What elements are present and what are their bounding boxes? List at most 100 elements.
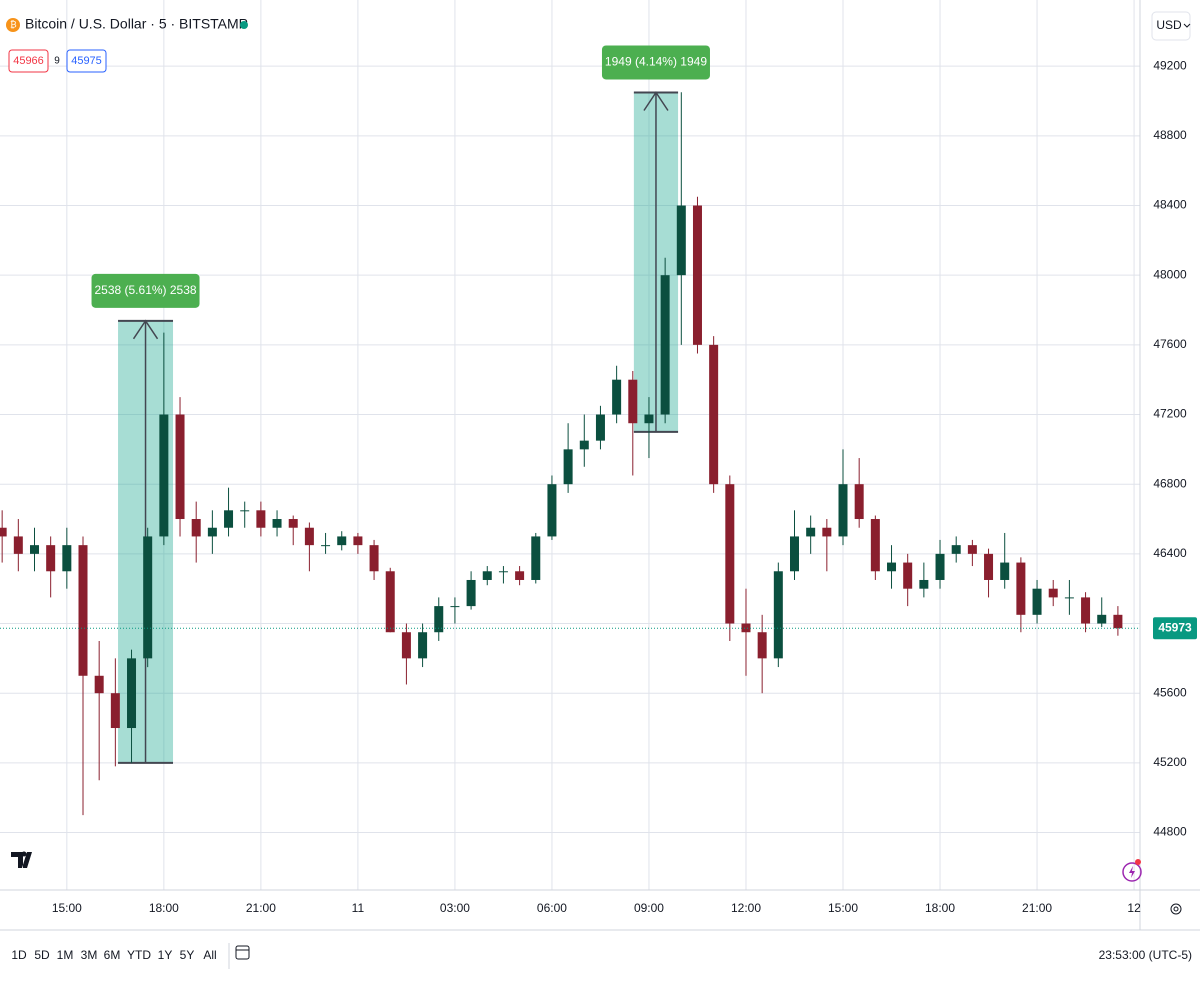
range-button[interactable]: All	[203, 948, 216, 962]
range-label-box	[91, 273, 200, 308]
candle-body	[547, 484, 557, 537]
y-tick-label: 46800	[1153, 476, 1187, 490]
x-tick-label: 03:00	[440, 901, 470, 915]
y-tick-label: 48000	[1153, 267, 1187, 281]
x-tick-label: 18:00	[149, 901, 179, 915]
range-label-box	[601, 45, 710, 80]
candle-body	[1097, 614, 1107, 624]
candle-body	[773, 571, 783, 659]
clock: 23:53:00 (UTC-5)	[1099, 948, 1192, 962]
candle-body	[1000, 562, 1010, 580]
candle-body	[0, 527, 7, 537]
candle-body	[935, 553, 945, 580]
candle-body	[369, 545, 379, 572]
settings-center	[1173, 906, 1179, 912]
candle-body	[434, 606, 444, 633]
y-tick-label: 44800	[1153, 825, 1187, 839]
candle-body	[757, 632, 767, 659]
bid: 45966	[13, 55, 44, 67]
candle-body	[498, 571, 508, 573]
candle-body	[660, 275, 670, 415]
candle-body	[191, 519, 201, 537]
range-label: 2538 (5.61%) 2538	[94, 283, 196, 297]
candle-body	[1048, 588, 1058, 598]
calendar-icon[interactable]	[235, 945, 250, 960]
candle-body	[870, 519, 880, 572]
currency-button[interactable]	[1151, 11, 1191, 41]
candle-body	[563, 449, 573, 485]
y-tick-label: 45200	[1153, 755, 1187, 769]
candle-body	[692, 205, 702, 345]
range-button[interactable]: YTD	[127, 948, 151, 962]
candle-body	[175, 414, 185, 520]
x-tick-label: 12	[1127, 901, 1141, 915]
x-tick-label: 06:00	[537, 901, 567, 915]
currency: USD	[1156, 18, 1182, 32]
alert-icon[interactable]	[1122, 862, 1142, 882]
logo[interactable]	[11, 852, 32, 868]
x-tick-label: 09:00	[634, 901, 664, 915]
candle-body	[967, 545, 977, 554]
candle-body	[806, 527, 816, 537]
candle-body	[256, 510, 266, 528]
candle-body	[62, 545, 72, 572]
candle-body	[709, 344, 719, 485]
candle-body	[401, 632, 411, 659]
last-price-box	[1153, 617, 1197, 640]
range-button[interactable]: 1Y	[158, 948, 173, 962]
x-tick-label: 12:00	[731, 901, 761, 915]
spread: 9	[54, 56, 60, 67]
candle-body	[78, 545, 88, 676]
toolbar: 1D 5D 1M 3M 6M YTD 1Y 5Y All	[11, 948, 216, 962]
candle-body	[919, 579, 929, 589]
alert-badge	[1135, 859, 1141, 865]
candle-body	[838, 484, 848, 537]
y-tick-label: 47200	[1153, 407, 1187, 421]
range-button[interactable]: 3M	[81, 948, 98, 962]
candle-body	[450, 606, 460, 608]
settings-icon[interactable]	[1170, 903, 1182, 915]
range-button[interactable]: 1M	[57, 948, 74, 962]
candle-body	[143, 536, 153, 659]
candle-body	[854, 484, 864, 520]
logo-dot	[21, 851, 27, 857]
candle-body	[304, 527, 314, 546]
y-tick-label: 47600	[1153, 337, 1187, 351]
symbol-title[interactable]: Bitcoin / U.S. Dollar · 5 · BITSTAMP	[25, 16, 248, 32]
candle-body	[789, 536, 799, 572]
x-tick-label: 21:00	[246, 901, 276, 915]
x-tick-label: 18:00	[925, 901, 955, 915]
candle-body	[612, 379, 622, 415]
bid-box[interactable]	[8, 49, 49, 73]
candle-body	[676, 205, 686, 276]
ask: 45975	[71, 55, 102, 67]
candle-body	[579, 440, 589, 450]
candle-body	[1113, 614, 1123, 629]
candle-body	[13, 536, 23, 554]
candle-body	[887, 562, 897, 572]
y-tick-label: 45600	[1153, 685, 1187, 699]
range-arrowhead	[132, 319, 159, 340]
candle-body	[482, 571, 492, 580]
range-button[interactable]: 5Y	[180, 948, 195, 962]
range-label: 1949 (4.14%) 1949	[605, 55, 707, 69]
last-price: 45973	[1158, 620, 1192, 634]
range-button[interactable]: 6M	[104, 948, 121, 962]
candle-body	[1064, 597, 1074, 599]
candle-body	[741, 623, 751, 633]
candle-body	[1081, 597, 1091, 624]
candle-body	[46, 545, 56, 572]
candle-body	[515, 571, 525, 580]
candle-body	[207, 527, 217, 537]
candle-body	[595, 414, 605, 441]
candle-body	[94, 675, 104, 694]
range-button[interactable]: 5D	[34, 948, 50, 962]
candle-body	[224, 510, 234, 528]
ask-box[interactable]	[66, 49, 107, 73]
candle-body	[159, 414, 169, 537]
candle-body	[288, 519, 298, 528]
candle-body	[984, 553, 994, 580]
range-button[interactable]: 1D	[11, 948, 27, 962]
